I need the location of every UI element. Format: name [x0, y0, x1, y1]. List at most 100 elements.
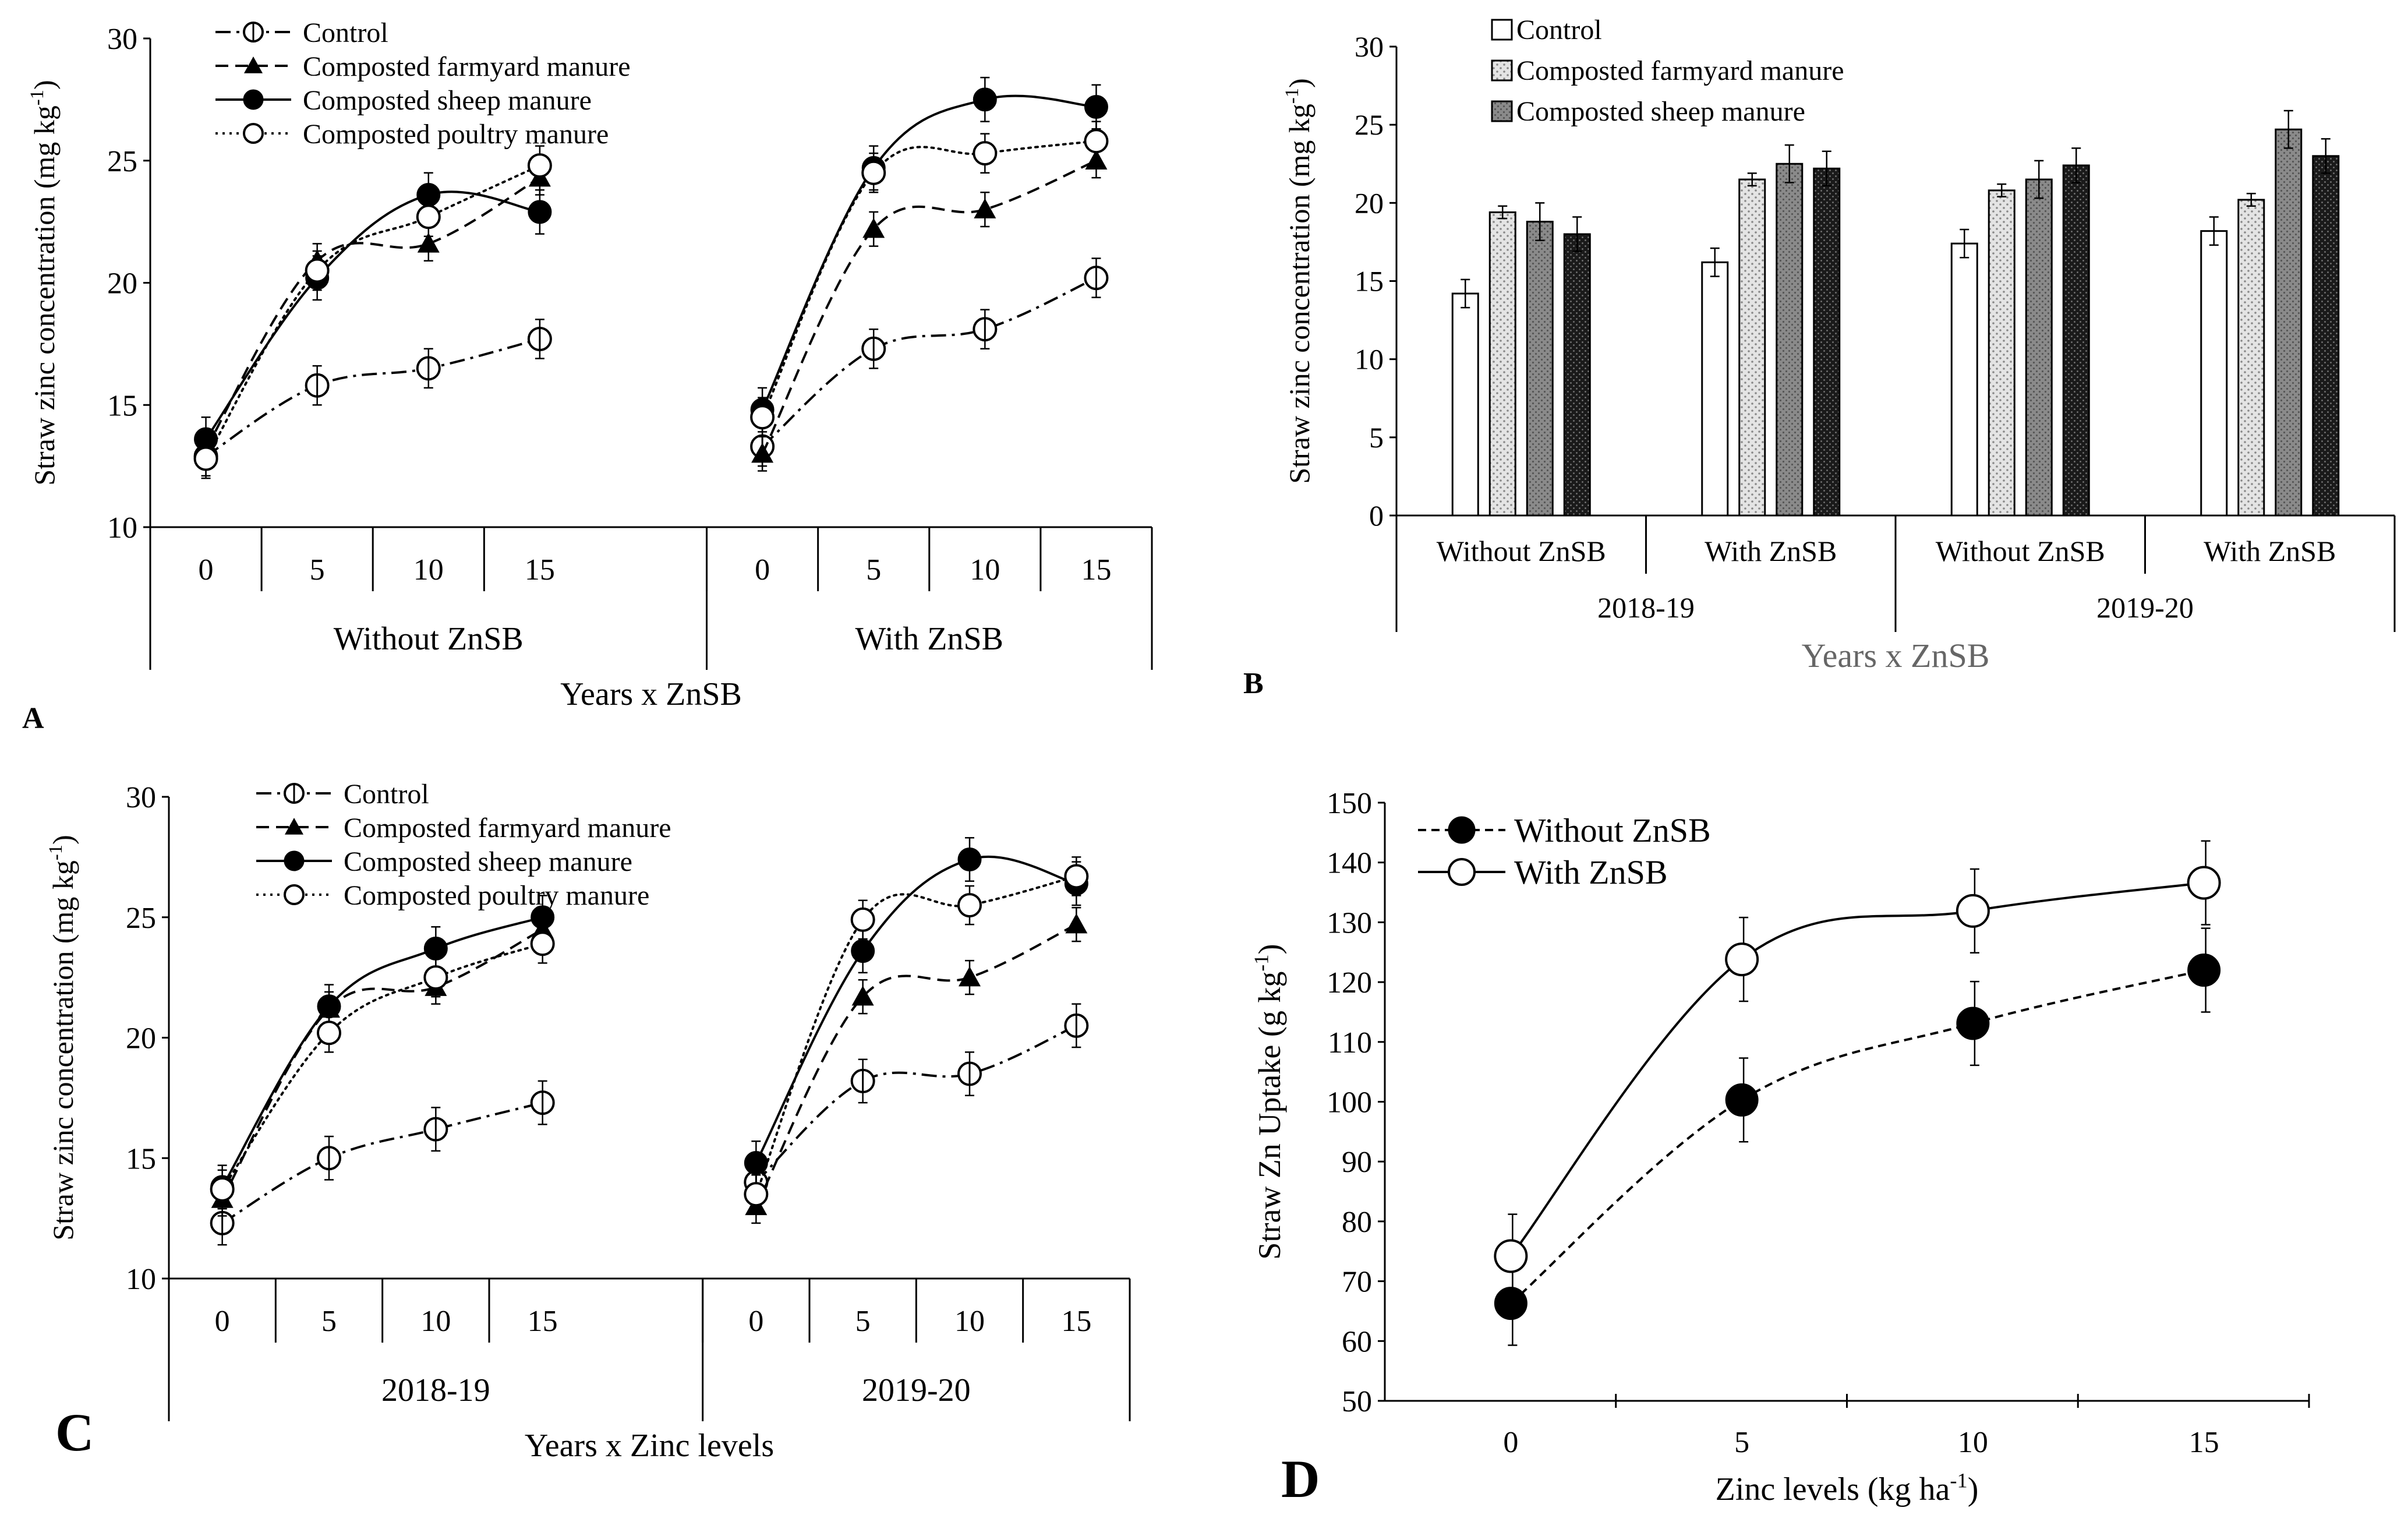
series-composted-poultry-manure: [1563, 138, 2340, 517]
data-point: [2187, 866, 2221, 900]
x-tick-label: 15: [528, 1305, 558, 1338]
legend-label: Composted sheep manure: [344, 846, 632, 877]
y-tick-label: 30: [126, 781, 156, 814]
data-point: [862, 218, 885, 238]
data-point: [193, 446, 218, 471]
error-bar: [1747, 172, 1757, 187]
y-tick-label: 50: [1342, 1385, 1372, 1418]
series-composted-poultry-manure: [193, 121, 1109, 479]
data-point: [317, 1020, 341, 1046]
data-point: [528, 200, 552, 224]
series-line: [761, 94, 1097, 411]
y-tick-label: 140: [1327, 847, 1372, 880]
bar: [1701, 261, 1729, 517]
bar: [2312, 155, 2340, 517]
series-line: [761, 159, 1097, 455]
series-line: [221, 916, 543, 1188]
panel-letter-a: A: [22, 702, 44, 735]
legend-label: Control: [344, 779, 429, 810]
data-point: [850, 1068, 875, 1093]
data-point: [851, 986, 874, 1006]
series-line: [204, 164, 541, 460]
series-line: [761, 140, 1098, 419]
data-point: [744, 1182, 769, 1207]
error-bar: [1960, 228, 1969, 259]
group-label: Without ZnSB: [334, 621, 524, 657]
series-line: [755, 923, 1077, 1207]
error-bar: [1822, 150, 1831, 187]
y-tick-label: 150: [1327, 787, 1372, 820]
bar: [1813, 167, 1841, 517]
series-control: [1451, 216, 2228, 517]
x-tick-label: 0: [199, 553, 214, 587]
y-tick-label: 100: [1327, 1086, 1372, 1120]
legend-label: Composted farmyard manure: [344, 813, 671, 843]
y-tick-label: 130: [1327, 906, 1372, 940]
group-label: 2018-19: [381, 1372, 490, 1408]
data-point: [959, 966, 981, 987]
data-point: [1725, 942, 1759, 977]
data-point: [1064, 864, 1089, 889]
y-tick-label: 20: [126, 1022, 156, 1055]
data-point: [744, 1151, 768, 1175]
series-control: [193, 257, 1109, 477]
data-point: [1725, 1083, 1759, 1117]
data-point: [527, 153, 552, 178]
y-tick-label: 25: [107, 145, 137, 178]
data-point: [423, 937, 448, 961]
y-tick-label: 15: [107, 389, 137, 422]
legend-marker: [1448, 858, 1476, 886]
data-point: [861, 160, 886, 185]
y-tick-label: 30: [107, 23, 137, 56]
bar: [2062, 164, 2090, 517]
x-tick-label: 15: [525, 553, 555, 587]
series-composted-farmyard-manure: [211, 906, 1088, 1224]
legend-label: Composted farmyard manure: [303, 51, 631, 82]
error-bar: [2071, 147, 2081, 183]
series-line: [1509, 881, 2204, 1257]
x-tick-label: Without ZnSB: [1437, 535, 1606, 567]
legend-marker: [243, 123, 264, 144]
year-label: 2018-19: [1597, 591, 1695, 624]
y-tick-label: 10: [107, 511, 137, 545]
y-tick-label: 25: [1355, 108, 1384, 141]
data-point: [416, 204, 441, 229]
bar: [1950, 242, 1978, 517]
series-composted-farmyard-manure: [195, 143, 1108, 472]
x-tick-label: With ZnSB: [2204, 535, 2336, 567]
data-point: [957, 1061, 982, 1086]
y-tick-label: 20: [107, 267, 137, 301]
x-tick-label: With ZnSB: [1705, 535, 1837, 567]
series-composted-farmyard-manure: [1488, 172, 2265, 517]
x-axis-title: Years x ZnSB: [560, 676, 742, 712]
legend-swatch: [1491, 100, 1513, 122]
x-tick-label: 15: [1061, 1305, 1091, 1338]
error-bar: [2034, 160, 2044, 199]
series-line: [755, 1024, 1077, 1184]
bar: [1776, 163, 1804, 517]
x-tick-label: 5: [855, 1305, 871, 1338]
data-point: [423, 965, 448, 990]
legend-swatch: [1491, 19, 1513, 41]
legend-marker: [284, 850, 305, 871]
data-point: [750, 405, 775, 430]
y-tick-label: 90: [1342, 1146, 1372, 1179]
data-point: [957, 893, 982, 918]
x-tick-label: 10: [954, 1305, 985, 1338]
legend-label: Composted sheep manure: [303, 85, 592, 116]
group-label: With ZnSB: [855, 621, 1003, 657]
x-tick-label: Without ZnSB: [1936, 535, 2105, 567]
panel-c: 10 15 20 25 30 0 5 10 15 2018-19 0 5 10 15 2019-20 Year…: [45, 779, 1131, 1464]
data-point: [861, 336, 886, 361]
error-bar: [1572, 216, 1582, 252]
x-tick-label: 15: [1081, 553, 1111, 587]
bar: [2275, 128, 2303, 517]
bar: [1451, 292, 1479, 517]
x-axis-title: Years x Zinc levels: [525, 1428, 774, 1464]
data-point: [1084, 266, 1109, 291]
error-bar: [1461, 278, 1470, 309]
data-point: [416, 356, 441, 381]
